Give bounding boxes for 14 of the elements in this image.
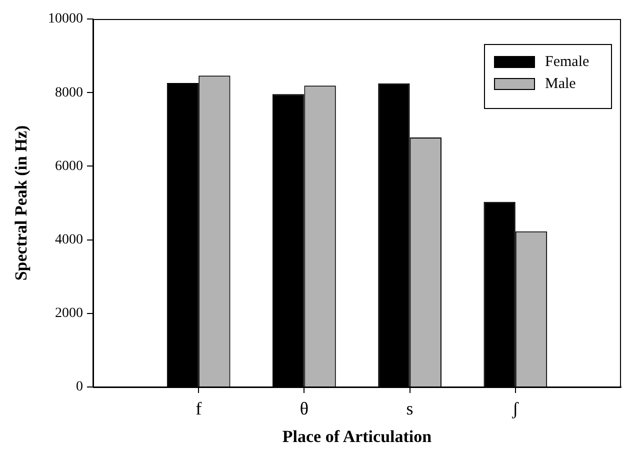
y-tick-label: 2000 <box>55 306 83 322</box>
y-tick-label: 10000 <box>48 12 83 27</box>
y-tick-label: 8000 <box>55 85 83 100</box>
x-axis-title: Place of Articulation <box>282 427 432 446</box>
y-tick-label: 4000 <box>55 232 83 248</box>
y-axis-title: Spectral Peak (in Hz) <box>12 125 31 281</box>
x-tick-label: ʃ <box>511 398 520 419</box>
legend-label: Female <box>545 54 590 70</box>
x-tick-label: θ <box>300 398 309 419</box>
x-tick-label: f <box>196 398 202 419</box>
y-tick-label: 6000 <box>55 158 83 174</box>
x-tick-label: s <box>406 398 414 419</box>
y-tick-label: 0 <box>76 380 83 395</box>
legend-label: Male <box>545 76 576 92</box>
